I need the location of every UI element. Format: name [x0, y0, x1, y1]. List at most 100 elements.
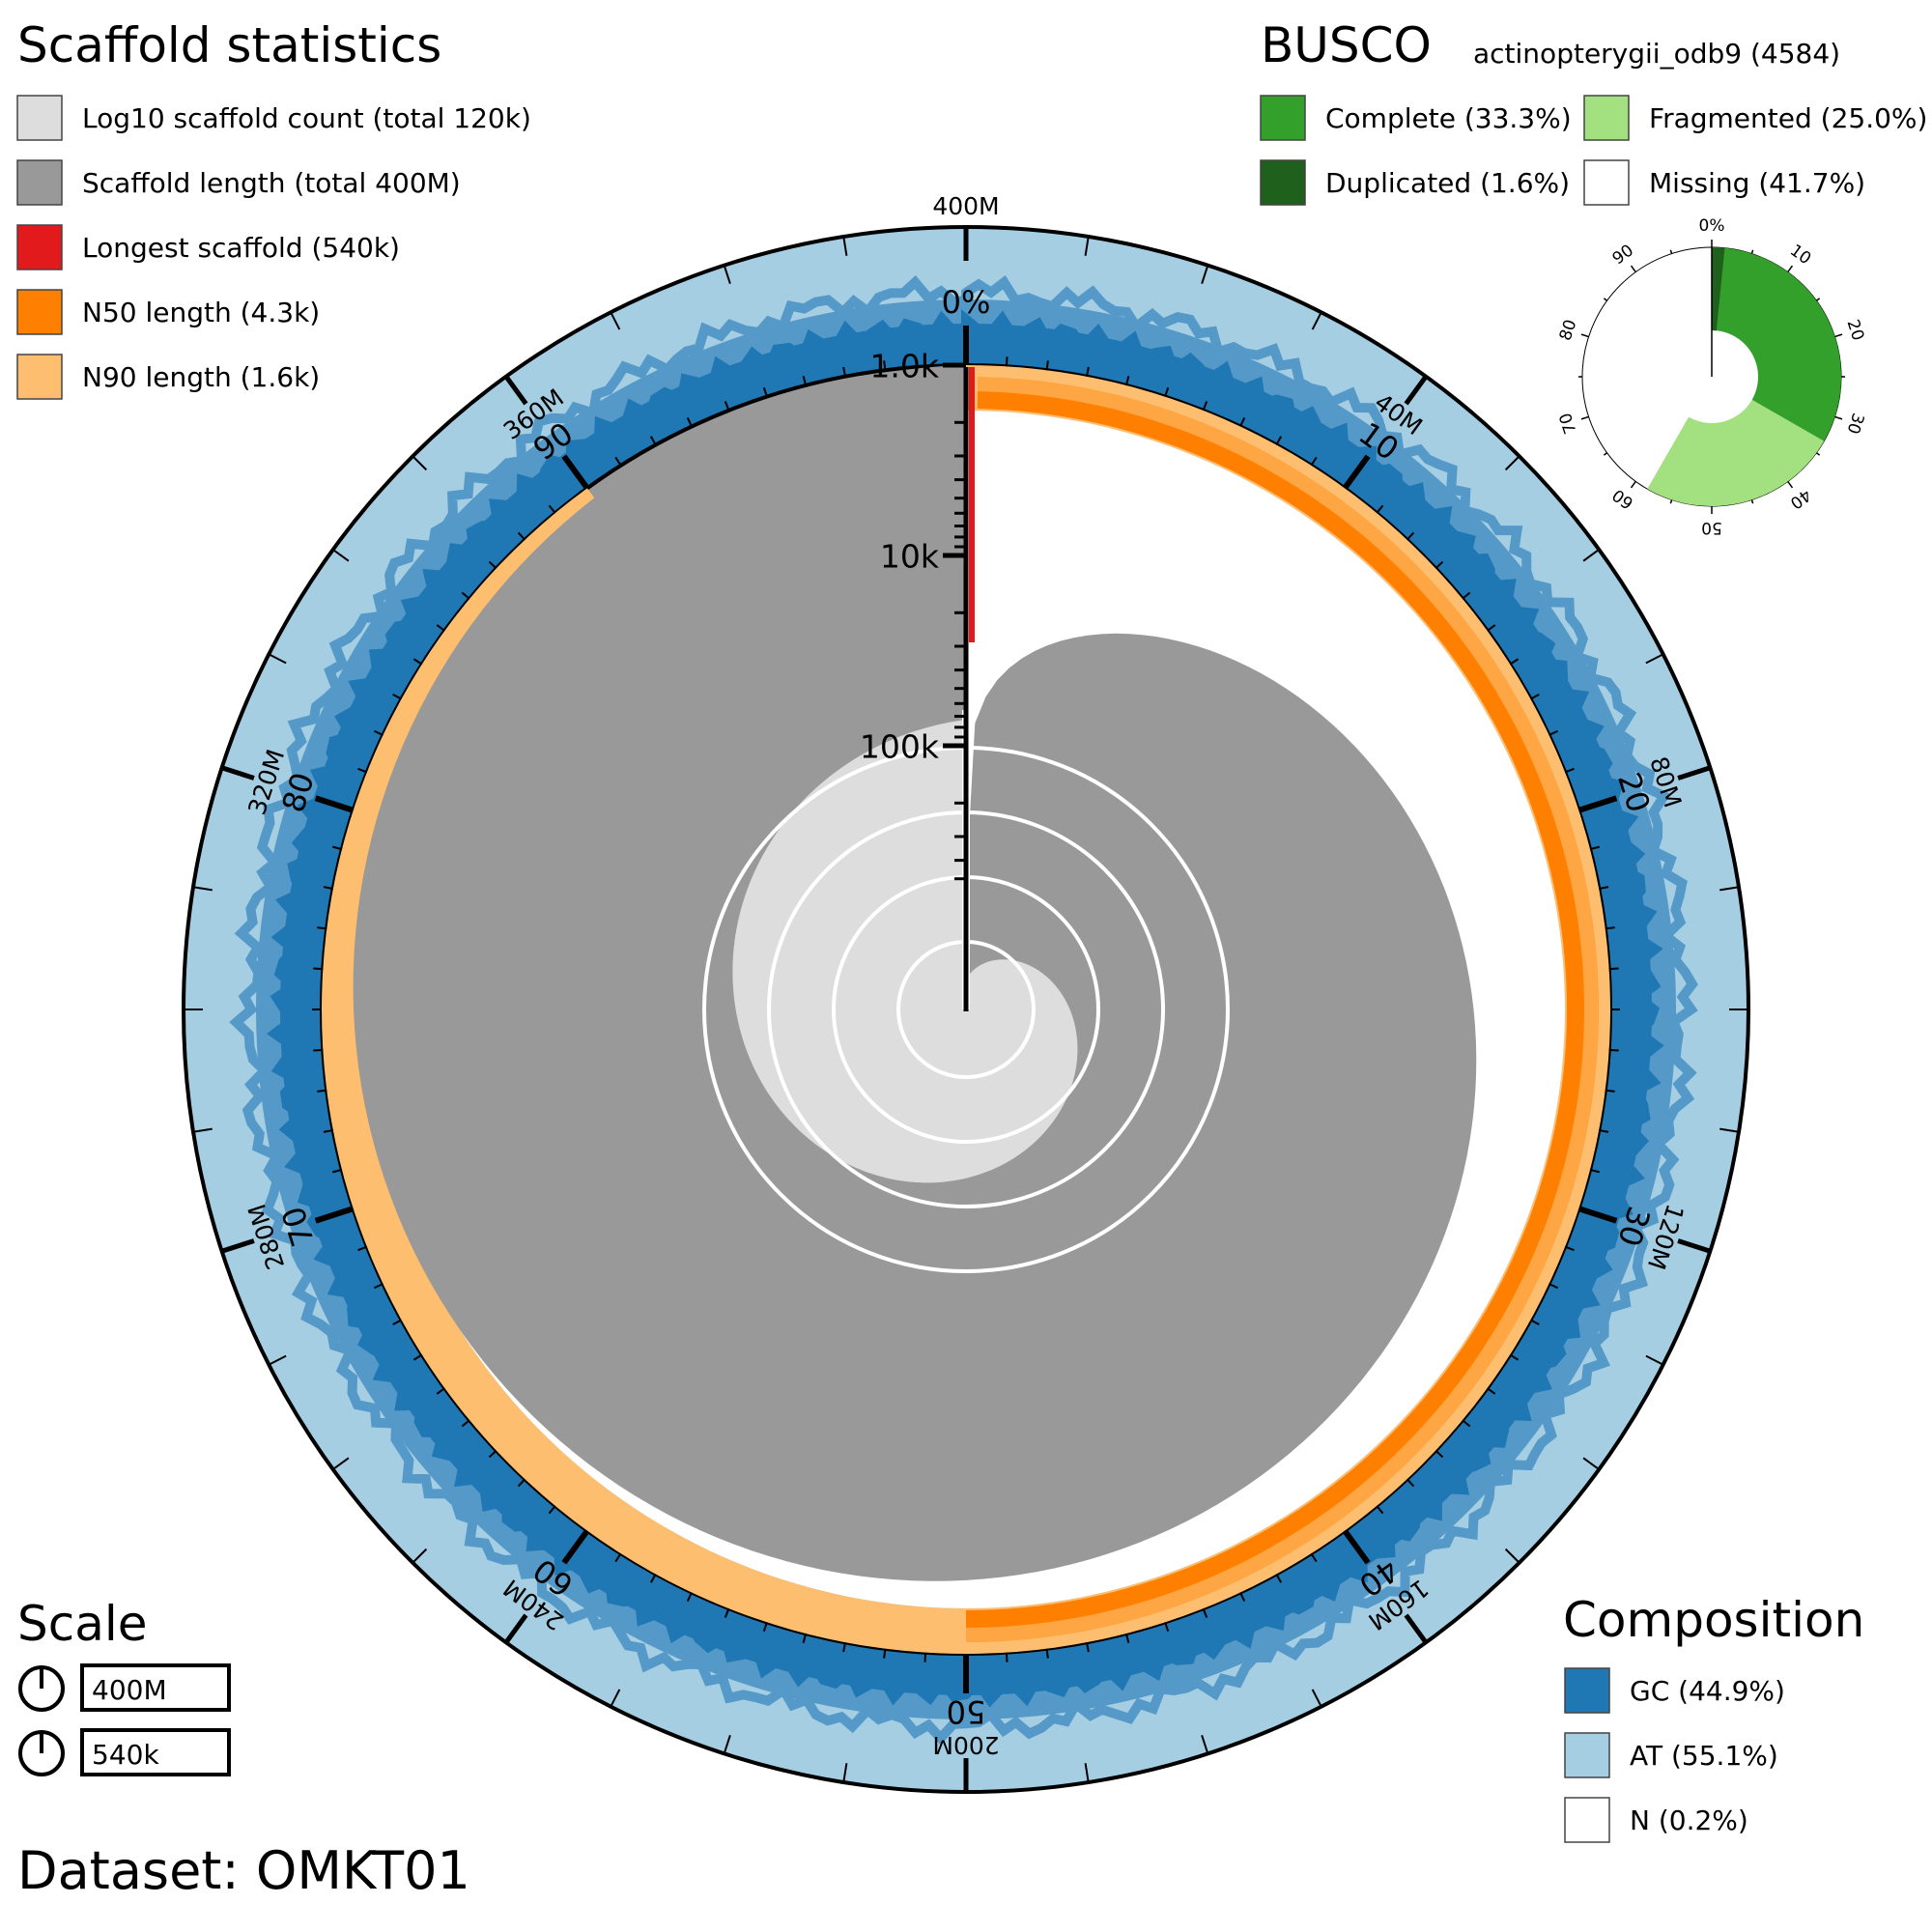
- percent-tick: [1605, 1089, 1615, 1093]
- percent-tick: [1548, 1283, 1558, 1290]
- percent-tick: [842, 1641, 846, 1653]
- circumference-tick: [1084, 1763, 1090, 1783]
- scaffold-stats-heading: Scaffold statistics: [17, 17, 441, 73]
- busco-legend-item-label: Duplicated (1.6%): [1325, 167, 1570, 199]
- percent-tick: [724, 1607, 730, 1618]
- composition-legend: GC (44.9%) AT (55.1%) N (0.2%): [1564, 1667, 1785, 1843]
- percent-tick: [1164, 1622, 1170, 1633]
- scaffold-legend-item-swatch: [16, 95, 63, 141]
- percent-tick: [1239, 417, 1246, 427]
- composition-heading: Composition: [1563, 1592, 1864, 1648]
- scaffold-legend-item-swatch: [16, 224, 63, 270]
- percent-tick: [1086, 1641, 1090, 1653]
- composition-legend-item-swatch: [1564, 1732, 1610, 1778]
- circumference-tick: [610, 311, 621, 330]
- gc-lower-jitter: [266, 309, 1664, 1708]
- circumference-tick: [192, 1127, 213, 1133]
- percent-tick: [412, 658, 423, 666]
- circumference-tick: [1404, 375, 1429, 406]
- percent-tick: [374, 1283, 384, 1290]
- busco-tick: [1787, 265, 1794, 273]
- composition-legend-item-label: N (0.2%): [1630, 1804, 1748, 1836]
- busco-complete-slice: [1712, 247, 1841, 441]
- busco-tick-label: 0%: [1699, 216, 1725, 236]
- percent-tick: [323, 1129, 334, 1133]
- busco-fragmented-slice: [1647, 399, 1825, 507]
- percent-tick: [1435, 560, 1444, 570]
- percent-tick: [1589, 1168, 1600, 1174]
- busco-tick: [1834, 415, 1843, 420]
- percent-tick: [1310, 456, 1318, 467]
- radial-label: 1.0k: [869, 348, 939, 385]
- percent-tick: [762, 386, 768, 397]
- percent-tick: [883, 1648, 887, 1659]
- circumference-tick: [1084, 236, 1090, 256]
- circumference-tick: [220, 1238, 255, 1254]
- circumference-tick: [723, 265, 731, 284]
- percent-tick: [1530, 1319, 1540, 1326]
- busco-legend-item-swatch: [1260, 95, 1306, 141]
- percent-tick: [1548, 729, 1558, 736]
- percent-tick: [332, 1168, 343, 1174]
- radial-label: 10k: [880, 538, 940, 576]
- composition-legend-item-swatch: [1564, 1667, 1610, 1714]
- circumference-tick: [1645, 653, 1664, 665]
- composition-legend-item-swatch: [1564, 1797, 1610, 1843]
- percent-tick: [392, 693, 402, 700]
- percent-label: 50: [947, 1693, 986, 1730]
- circumference-tick: [1645, 1354, 1664, 1366]
- scale-heading: Scale: [17, 1596, 148, 1652]
- percent-tick: [1406, 1478, 1415, 1488]
- scale-label: 540k: [92, 1739, 159, 1771]
- percent-tick: [313, 1048, 324, 1052]
- percent-tick: [1310, 1552, 1318, 1563]
- busco-tick-label: 30: [1843, 411, 1868, 437]
- circumference-tick: [412, 455, 428, 471]
- busco-lineage: actinopterygii_odb9 (4584): [1473, 38, 1840, 70]
- percent-tick: [649, 1574, 657, 1583]
- percent-tick: [1239, 1592, 1246, 1602]
- circumference-tick: [1677, 765, 1712, 781]
- busco-tick: [1669, 499, 1673, 504]
- percent-tick: [1608, 967, 1619, 971]
- scaffold-legend-item-swatch: [16, 159, 63, 206]
- percent-tick: [1605, 926, 1615, 930]
- percent-tick: [1564, 1245, 1575, 1252]
- percent-tick: [1530, 693, 1540, 700]
- scale-label: 400M: [92, 1674, 167, 1706]
- scaffold-legend-item-label: Longest scaffold (540k): [82, 232, 400, 264]
- busco-tick: [1669, 249, 1673, 254]
- circumference-tick: [503, 375, 528, 406]
- percent-tick: [724, 401, 730, 412]
- scale-items: 400M 540k: [18, 1663, 231, 1776]
- circumference-tick: [412, 1548, 428, 1564]
- percent-tick: [1462, 1419, 1471, 1428]
- percent-tick: [842, 366, 846, 378]
- percent-tick: [374, 729, 384, 736]
- percent-tick: [548, 1505, 556, 1515]
- busco-legend-item-swatch: [1260, 159, 1306, 206]
- busco-legend-item-label: Missing (41.7%): [1649, 167, 1865, 199]
- percent-tick: [1462, 591, 1471, 600]
- percent-tick: [802, 376, 808, 386]
- busco-tick-label: 60: [1609, 485, 1637, 513]
- percent-tick: [436, 624, 445, 632]
- percent-tick: [686, 417, 693, 427]
- count-spiral-fill: [732, 720, 1078, 1183]
- percent-tick: [323, 886, 334, 890]
- percent-tick: [1124, 1633, 1130, 1643]
- scaffold-legend-item-label: Log10 scaffold count (total 120k): [82, 102, 531, 134]
- percent-tick: [314, 1206, 355, 1224]
- percent-tick: [561, 1528, 590, 1565]
- percent-tick: [1275, 1574, 1283, 1583]
- busco-tick: [1750, 249, 1754, 254]
- percent-tick: [1435, 1449, 1444, 1459]
- scaffold-legend-item-swatch: [16, 354, 63, 400]
- scaffold-legend-item-label: N50 length (4.3k): [82, 297, 320, 328]
- percent-tick: [1164, 386, 1170, 397]
- circumference-tick: [1719, 1127, 1740, 1133]
- circumference-tick: [1719, 886, 1740, 892]
- percent-tick: [313, 967, 324, 971]
- percent-tick: [1376, 504, 1384, 514]
